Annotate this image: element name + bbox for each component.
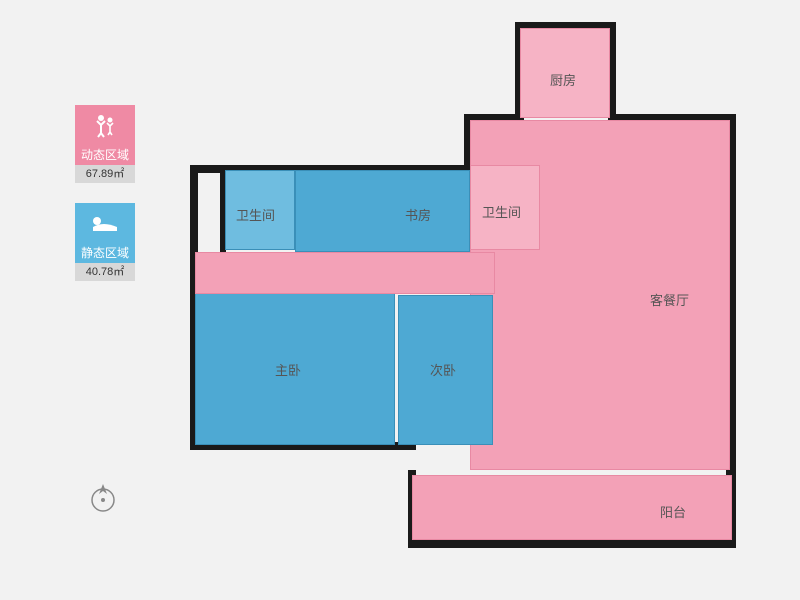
room-label-master: 主卧 — [275, 360, 301, 379]
legend-dynamic-label: 动态区域 — [75, 145, 135, 165]
people-icon — [75, 105, 135, 145]
compass-icon — [85, 480, 121, 516]
sleep-icon — [75, 203, 135, 243]
room-study — [295, 170, 470, 252]
legend-static-value: 40.78㎡ — [75, 263, 135, 281]
floorplan: 厨房客餐厅 卫生间阳台 主卧 次卧 书房 卫生间 — [180, 20, 760, 590]
room-label-bath2: 卫生间 — [482, 202, 521, 221]
legend-static: 静态区域 40.78㎡ — [75, 203, 135, 281]
room-label-second: 次卧 — [430, 360, 456, 379]
room-label-balcony: 阳台 — [660, 502, 686, 521]
legend-dynamic: 动态区域 67.89㎡ — [75, 105, 135, 183]
legend-panel: 动态区域 67.89㎡ 静态区域 40.78㎡ — [75, 105, 135, 301]
room-label-living: 客餐厅 — [650, 290, 689, 309]
room-label-bath1: 卫生间 — [236, 205, 275, 224]
room-corridor — [195, 252, 495, 294]
room-label-kitchen: 厨房 — [550, 70, 576, 89]
legend-static-label: 静态区域 — [75, 243, 135, 263]
legend-dynamic-value: 67.89㎡ — [75, 165, 135, 183]
room-label-study: 书房 — [405, 205, 431, 224]
